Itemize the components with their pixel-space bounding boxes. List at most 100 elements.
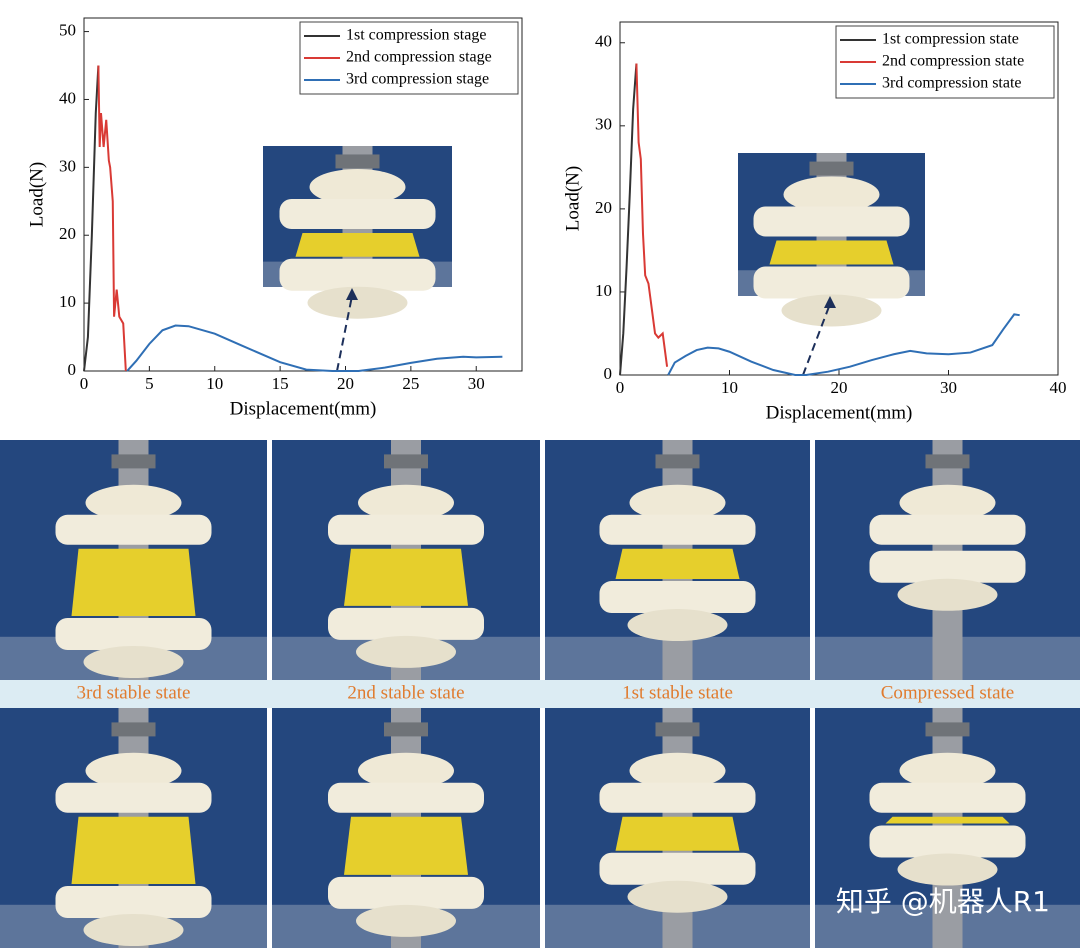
legend-label: 2nd compression stage bbox=[346, 49, 492, 66]
y-axis-label: Load(N) bbox=[26, 162, 47, 227]
photo-label: 3rd stable state bbox=[77, 682, 191, 703]
y-tick-label: 50 bbox=[59, 20, 76, 39]
legend-label: 2nd compression state bbox=[882, 53, 1024, 70]
lower-disc bbox=[599, 852, 756, 885]
upper-cap bbox=[309, 169, 406, 206]
yellow-shell bbox=[769, 240, 894, 265]
arrow-head bbox=[824, 296, 836, 308]
photo-label: 2nd stable state bbox=[347, 682, 464, 703]
yellow-shell bbox=[885, 816, 1010, 824]
x-tick-label: 0 bbox=[80, 374, 89, 393]
upper-cap bbox=[85, 752, 182, 789]
x-tick-label: 20 bbox=[831, 378, 848, 397]
upper-cap bbox=[629, 484, 726, 521]
upper-cap bbox=[899, 752, 996, 789]
upper-cap bbox=[358, 484, 454, 521]
lower-disc bbox=[599, 581, 756, 614]
y-tick-label: 20 bbox=[595, 198, 612, 217]
upper-disc bbox=[55, 514, 212, 545]
upper-disc bbox=[753, 206, 910, 237]
lower-disc bbox=[869, 550, 1026, 583]
upper-disc bbox=[279, 199, 436, 230]
x-tick-label: 25 bbox=[402, 374, 419, 393]
upper-disc bbox=[869, 514, 1026, 545]
photo-label: Compressed state bbox=[881, 682, 1015, 703]
x-tick-label: 20 bbox=[337, 374, 354, 393]
photo-label: 1st stable state bbox=[622, 682, 733, 703]
upper-disc bbox=[869, 782, 1026, 813]
lower-disc bbox=[328, 607, 484, 640]
series-line bbox=[126, 324, 503, 372]
upper-disc bbox=[55, 782, 212, 813]
upper-cap bbox=[899, 484, 996, 521]
x-axis-label: Displacement(mm) bbox=[230, 398, 377, 419]
upper-disc bbox=[328, 782, 484, 813]
upper-disc bbox=[328, 514, 484, 545]
y-tick-label: 40 bbox=[595, 32, 612, 51]
lower-disc bbox=[753, 266, 910, 299]
x-axis-label: Displacement(mm) bbox=[766, 402, 913, 423]
legend-label: 1st compression state bbox=[882, 31, 1019, 48]
y-tick-label: 10 bbox=[59, 292, 76, 311]
x-tick-label: 10 bbox=[206, 374, 223, 393]
series-line bbox=[97, 65, 127, 372]
rod-band bbox=[655, 722, 700, 737]
x-tick-label: 0 bbox=[616, 378, 625, 397]
series-line bbox=[635, 63, 669, 367]
rod-band bbox=[925, 722, 970, 737]
y-tick-label: 0 bbox=[68, 360, 77, 379]
label-band bbox=[0, 680, 1080, 708]
upper-cap bbox=[629, 752, 726, 789]
y-axis-label: Load(N) bbox=[562, 166, 583, 231]
rod-band bbox=[384, 454, 428, 469]
lower-disc bbox=[279, 258, 436, 291]
rod-band bbox=[384, 722, 428, 737]
lower-disc bbox=[328, 876, 484, 909]
y-tick-label: 30 bbox=[59, 156, 76, 175]
lower-cap bbox=[307, 286, 408, 319]
lower-cap bbox=[897, 578, 998, 611]
lower-cap bbox=[356, 635, 456, 668]
lower-cap bbox=[627, 880, 728, 913]
watermark: 知乎 @机器人R1 bbox=[836, 885, 1050, 918]
upper-cap bbox=[783, 176, 880, 213]
upper-disc bbox=[599, 782, 756, 813]
x-tick-label: 10 bbox=[721, 378, 738, 397]
lower-cap bbox=[83, 646, 184, 678]
upper-disc bbox=[599, 514, 756, 545]
lower-cap bbox=[83, 914, 184, 946]
plot-frame bbox=[83, 17, 523, 372]
lower-disc bbox=[869, 825, 1026, 858]
legend-label: 3rd compression state bbox=[882, 75, 1022, 92]
lower-disc bbox=[55, 886, 212, 918]
rod-band bbox=[655, 454, 700, 469]
y-tick-label: 30 bbox=[595, 115, 612, 134]
x-tick-label: 30 bbox=[468, 374, 485, 393]
rod-band bbox=[335, 154, 380, 169]
y-tick-label: 10 bbox=[595, 281, 612, 300]
x-tick-label: 40 bbox=[1050, 378, 1067, 397]
series-line bbox=[667, 313, 1020, 376]
lower-cap bbox=[897, 853, 998, 886]
yellow-shell bbox=[344, 548, 468, 606]
yellow-shell bbox=[344, 816, 468, 875]
series-line bbox=[619, 63, 638, 376]
lower-cap bbox=[627, 609, 728, 642]
rod-band bbox=[925, 454, 970, 469]
legend-label: 3rd compression stage bbox=[346, 71, 489, 88]
x-tick-label: 30 bbox=[940, 378, 957, 397]
lower-cap bbox=[781, 294, 882, 327]
yellow-shell bbox=[615, 548, 740, 580]
y-tick-label: 40 bbox=[59, 88, 76, 107]
y-tick-label: 20 bbox=[59, 224, 76, 243]
legend-label: 1st compression stage bbox=[346, 27, 486, 44]
y-tick-label: 0 bbox=[604, 364, 613, 383]
lower-disc bbox=[55, 618, 212, 650]
rod-band bbox=[111, 454, 156, 469]
x-tick-label: 5 bbox=[145, 374, 154, 393]
lower-cap bbox=[356, 904, 456, 937]
upper-cap bbox=[85, 484, 182, 521]
x-tick-label: 15 bbox=[272, 374, 289, 393]
series-line bbox=[83, 65, 100, 372]
